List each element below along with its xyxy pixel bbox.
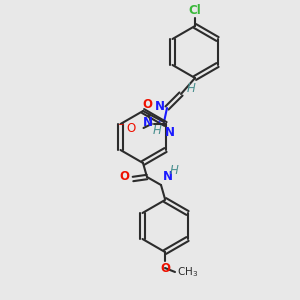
Text: N: N [163, 170, 173, 183]
Text: CH$_3$: CH$_3$ [177, 265, 198, 279]
Text: H: H [170, 164, 179, 177]
Text: $^-$O: $^-$O [116, 122, 137, 134]
Text: N: N [165, 126, 175, 139]
Text: N: N [142, 116, 152, 130]
Text: O: O [142, 98, 152, 111]
Text: O: O [160, 262, 170, 275]
Text: H: H [153, 124, 162, 137]
Text: $^+$: $^+$ [154, 118, 162, 127]
Text: N: N [155, 100, 165, 112]
Text: O: O [119, 169, 129, 182]
Text: Cl: Cl [189, 4, 201, 17]
Text: H: H [187, 82, 196, 95]
